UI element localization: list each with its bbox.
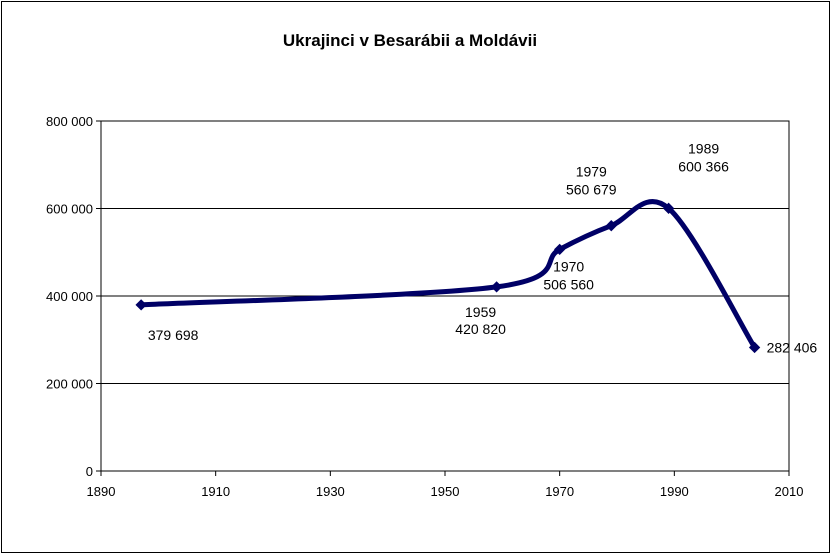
x-tick-label: 1950: [431, 484, 460, 499]
data-label-value: 506 560: [543, 276, 594, 292]
data-point-marker: [605, 220, 617, 232]
y-tick-label: 400 000: [46, 289, 93, 304]
series-line: [135, 199, 761, 354]
data-label-value: 420 820: [455, 321, 506, 337]
y-tick-label: 0: [86, 464, 93, 479]
axes: [96, 120, 790, 476]
x-tick-label: 1930: [316, 484, 345, 499]
data-point-marker: [748, 341, 761, 354]
data-point-marker: [554, 243, 566, 256]
data-label-year: 1989: [688, 140, 719, 156]
x-tick-label: 1910: [201, 484, 230, 499]
x-tick-label: 1890: [87, 484, 116, 499]
y-tick-label: 800 000: [46, 114, 93, 129]
data-label-value: 282 406: [767, 339, 818, 355]
data-point-marker: [490, 281, 503, 293]
data-label-year: 1979: [576, 164, 607, 180]
x-tick-label: 1970: [545, 484, 574, 499]
data-label-year: 1959: [465, 304, 496, 320]
data-point-marker: [662, 202, 675, 214]
y-tick-label: 600 000: [46, 202, 93, 217]
data-label-value: 560 679: [566, 182, 617, 198]
series-line-path: [138, 199, 758, 350]
x-tick-labels: 1890 1910 1930 1950 1970 1990 2010: [87, 484, 804, 499]
y-tick-label: 200 000: [46, 377, 93, 392]
data-label-value: 600 366: [678, 158, 729, 174]
x-tick-label: 2010: [775, 484, 804, 499]
x-tick-label: 1990: [660, 484, 689, 499]
data-label-year: 1970: [553, 258, 584, 274]
data-label-value: 379 698: [148, 327, 199, 343]
data-point-marker: [135, 299, 147, 311]
chart-title: Ukrajinci v Besarábii a Moldávii: [283, 31, 537, 50]
y-tick-labels: 0 200 000 400 000 600 000 800 000: [46, 114, 93, 479]
